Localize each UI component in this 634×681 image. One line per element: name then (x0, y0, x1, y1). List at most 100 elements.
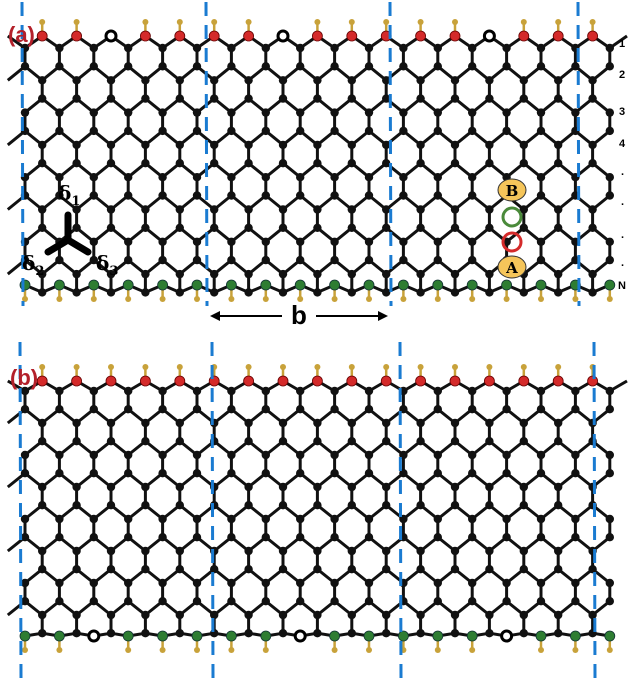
carbon-atom (468, 255, 477, 265)
hydrogen-atom (503, 296, 510, 302)
carbon-atom (89, 578, 99, 588)
hopping-vectors: δ1 δ2 δ3 (22, 181, 118, 279)
carbon-atom (399, 108, 408, 117)
carbon-atom (485, 288, 494, 297)
carbon-atom (192, 514, 202, 524)
carbon-atom (261, 173, 270, 182)
hydrogen-atom (366, 647, 372, 653)
carbon-atom (141, 288, 150, 297)
carbon-atom (55, 386, 64, 396)
delta2-label: δ2 (22, 251, 44, 279)
carbon-atom (416, 629, 425, 638)
carbon-atom (605, 237, 614, 246)
carbon-atom (313, 140, 322, 150)
cell-boundary-line (20, 1, 25, 307)
carbon-atom (175, 482, 184, 492)
carbon-atom (227, 405, 236, 414)
bottom-edge-atom (329, 279, 341, 291)
carbon-atom (382, 288, 391, 297)
carbon-atom (106, 482, 116, 492)
carbon-atom (554, 418, 563, 428)
carbon-atom (106, 629, 116, 638)
carbon-atom (244, 288, 253, 297)
carbon-atom (416, 610, 425, 620)
carbon-atom (278, 418, 288, 428)
carbon-atom (519, 629, 528, 638)
carbon-atom (399, 237, 408, 246)
carbon-atom (416, 223, 425, 232)
carbon-atom (605, 126, 614, 136)
carbon-atom (296, 597, 305, 606)
carbon-atom (605, 108, 614, 117)
carbon-atom (89, 450, 99, 460)
carbon-atom (106, 159, 116, 168)
carbon-atom (38, 288, 47, 297)
carbon-atom (347, 418, 356, 428)
carbon-atom (605, 597, 614, 606)
bottom-edge-atom (432, 279, 444, 291)
hydrogen-atom (572, 647, 579, 653)
carbon-atom (519, 94, 528, 103)
hydrogen-atom (211, 19, 218, 25)
cell-boundary-line (388, 1, 393, 307)
carbon-atom (192, 237, 202, 246)
carbon-atom (296, 126, 305, 136)
carbon-atom (347, 629, 356, 638)
carbon-atom (72, 223, 81, 232)
top-edge-atom (380, 375, 392, 387)
carbon-atom (554, 223, 563, 232)
row-label-N: N (618, 280, 626, 292)
carbon-atom (519, 501, 528, 510)
carbon-atom (227, 173, 236, 182)
bottom-edge-atom (363, 279, 375, 291)
carbon-atom (571, 533, 580, 542)
carbon-atom (502, 386, 511, 396)
carbon-atom (227, 126, 236, 136)
hydrogen-atom (262, 296, 269, 302)
carbon-atom (244, 159, 253, 168)
carbon-atom (141, 223, 150, 232)
carbon-atom (261, 533, 270, 542)
carbon-atom (124, 126, 133, 136)
carbon-atom (468, 386, 477, 396)
carbon-atom (605, 191, 614, 200)
row-label-dot: . (621, 196, 624, 208)
carbon-atom (330, 43, 339, 53)
carbon-atom (364, 405, 374, 414)
carbon-atom (175, 223, 184, 232)
carbon-atom (416, 94, 425, 103)
panel-b-label: (b) (10, 365, 38, 390)
carbon-atom (89, 108, 99, 117)
bottom-edge-atom (329, 630, 341, 642)
carbon-atom (261, 255, 270, 265)
carbon-atom (261, 62, 270, 71)
carbon-atom (554, 159, 563, 168)
carbon-atom (210, 610, 219, 620)
hydrogen-atom (159, 647, 166, 653)
carbon-atom (20, 597, 30, 606)
carbon-atom (261, 108, 270, 117)
bottom-edge-atom (466, 630, 478, 642)
carbon-atom (554, 76, 563, 85)
carbon-atom (106, 269, 116, 279)
panel-a-label: (a) (8, 22, 35, 47)
hydrogen-atom (520, 19, 527, 25)
period-arrow: b (210, 300, 388, 330)
carbon-atom (158, 237, 167, 246)
carbon-atom (192, 578, 202, 588)
carbon-atom (158, 43, 167, 53)
carbon-atom (244, 565, 253, 574)
carbon-atom (141, 482, 150, 492)
carbon-atom (313, 205, 322, 214)
site-A-label: A (505, 259, 518, 277)
carbon-atom (364, 469, 374, 478)
carbon-atom (210, 565, 219, 574)
carbon-atom (605, 62, 614, 71)
carbon-atom (296, 62, 305, 71)
row-label-dot: . (621, 229, 624, 241)
carbon-atom (554, 501, 563, 510)
carbon-atom (605, 43, 614, 53)
carbon-atom (554, 629, 563, 638)
carbon-atom (519, 437, 528, 446)
carbon-atom (519, 565, 528, 574)
